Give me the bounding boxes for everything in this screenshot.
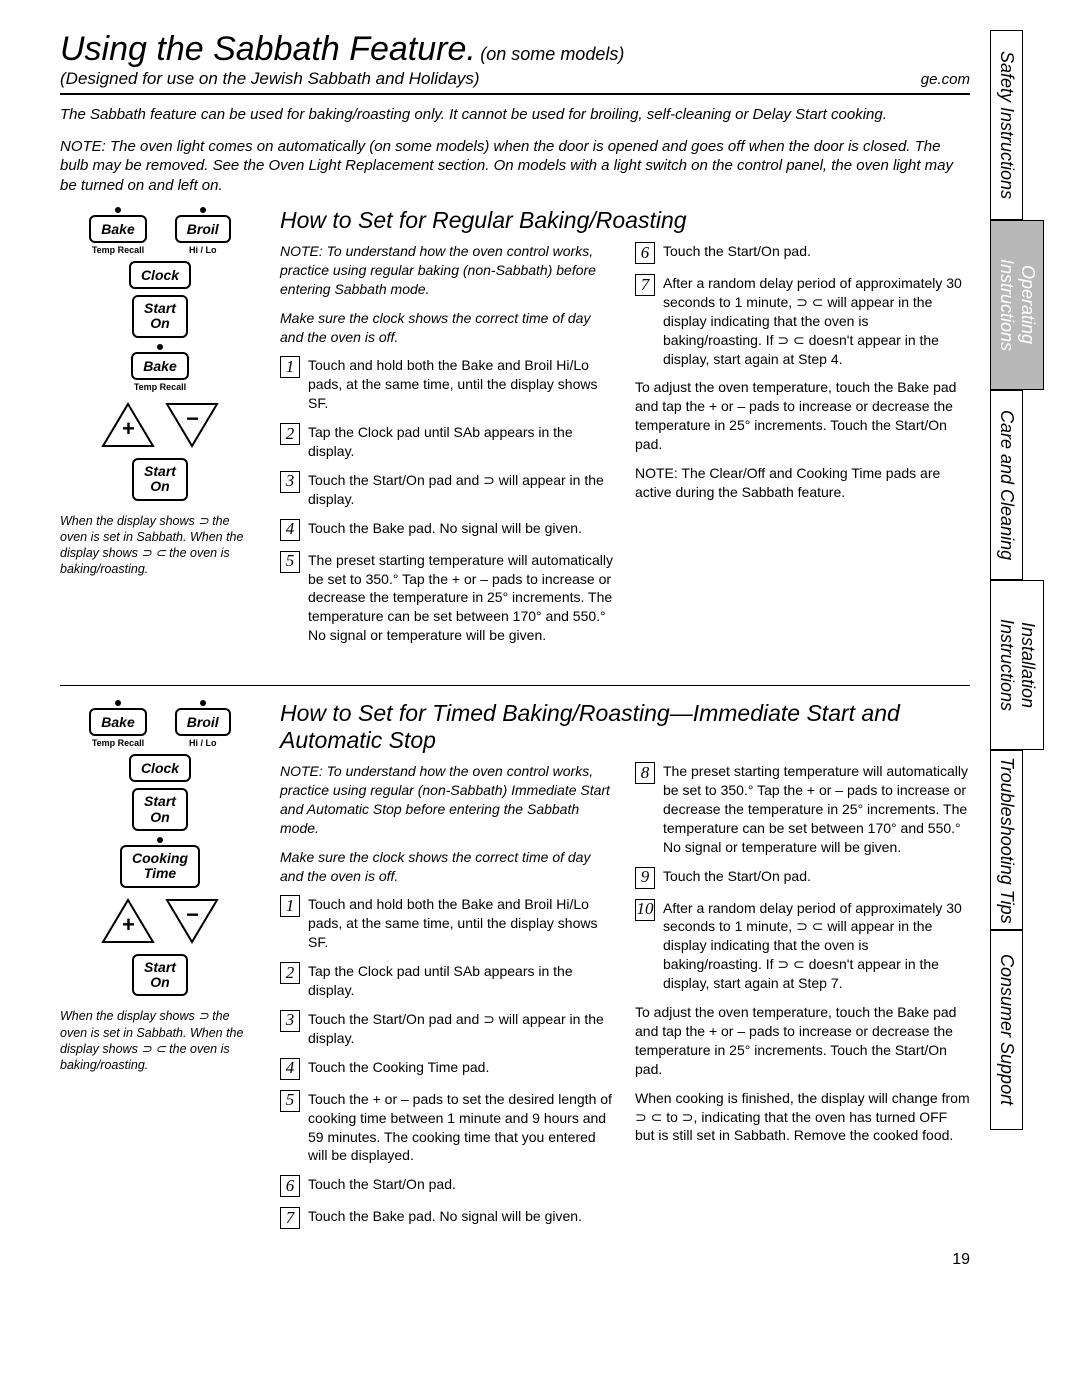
step: 2Tap the Clock pad until SAb appears in … bbox=[280, 962, 615, 1000]
diagram-caption-1: When the display shows ⊃ the oven is set… bbox=[60, 513, 260, 578]
cooking-time-button: CookingTime bbox=[120, 845, 200, 888]
broil-button: Broil bbox=[175, 708, 231, 736]
minus-pad: − bbox=[165, 402, 219, 448]
section1-extra1: To adjust the oven temperature, touch th… bbox=[635, 378, 970, 454]
step: 5The preset starting temperature will au… bbox=[280, 551, 615, 645]
section-timed: BakeTemp Recall BroilHi / Lo Clock Start… bbox=[60, 700, 970, 1239]
tab-operating: Operating Instructions bbox=[990, 220, 1044, 390]
control-panel-2: BakeTemp Recall BroilHi / Lo Clock Start… bbox=[60, 700, 260, 996]
indicator-dot bbox=[115, 207, 121, 213]
subtitle-row: (Designed for use on the Jewish Sabbath … bbox=[60, 69, 970, 95]
bake-button: Bake bbox=[89, 708, 146, 736]
tab-care: Care and Cleaning bbox=[990, 390, 1023, 580]
intro-p2: NOTE: The oven light comes on automatica… bbox=[60, 137, 970, 196]
start-on-button: StartOn bbox=[132, 788, 188, 831]
section1-note2: Make sure the clock shows the correct ti… bbox=[280, 309, 615, 347]
intro-block: The Sabbath feature can be used for baki… bbox=[60, 105, 970, 195]
section2-extra1: To adjust the oven temperature, touch th… bbox=[635, 1003, 970, 1079]
start-on-button: StartOn bbox=[132, 458, 188, 501]
step: 10After a random delay period of approxi… bbox=[635, 899, 970, 993]
sidebar-tabs: Safety Instructions Operating Instructio… bbox=[990, 30, 1060, 1130]
step: 3Touch the Start/On pad and ⊃ will appea… bbox=[280, 471, 615, 509]
section2-note1: NOTE: To understand how the oven control… bbox=[280, 762, 615, 838]
minus-pad: − bbox=[165, 898, 219, 944]
tab-troubleshooting: Troubleshooting Tips bbox=[990, 750, 1023, 930]
section1-note1: NOTE: To understand how the oven control… bbox=[280, 242, 615, 299]
step: 6Touch the Start/On pad. bbox=[635, 242, 970, 264]
tab-consumer: Consumer Support bbox=[990, 930, 1023, 1130]
bake-button: Bake bbox=[131, 352, 188, 380]
step-num: 1 bbox=[280, 356, 300, 378]
step: 1Touch and hold both the Bake and Broil … bbox=[280, 895, 615, 952]
step: 3Touch the Start/On pad and ⊃ will appea… bbox=[280, 1010, 615, 1048]
tab-safety: Safety Instructions bbox=[990, 30, 1023, 220]
start-on-button: StartOn bbox=[132, 295, 188, 338]
step: 9Touch the Start/On pad. bbox=[635, 867, 970, 889]
step: 5Touch the + or – pads to set the desire… bbox=[280, 1090, 615, 1166]
clock-button: Clock bbox=[129, 754, 191, 782]
broil-button: Broil bbox=[175, 215, 231, 243]
section2-extra2: When cooking is finished, the display wi… bbox=[635, 1089, 970, 1146]
step: 4Touch the Bake pad. No signal will be g… bbox=[280, 519, 615, 541]
step: 6Touch the Start/On pad. bbox=[280, 1175, 615, 1197]
step: 1Touch and hold both the Bake and Broil … bbox=[280, 356, 615, 413]
control-panel-1: BakeTemp Recall BroilHi / Lo Clock Start… bbox=[60, 207, 260, 501]
section-regular: BakeTemp Recall BroilHi / Lo Clock Start… bbox=[60, 207, 970, 655]
section2-heading: How to Set for Timed Baking/Roasting—Imm… bbox=[280, 700, 970, 754]
step: 4Touch the Cooking Time pad. bbox=[280, 1058, 615, 1080]
step: 8The preset starting temperature will au… bbox=[635, 762, 970, 856]
plus-pad: + bbox=[101, 898, 155, 944]
section1-extra2: NOTE: The Clear/Off and Cooking Time pad… bbox=[635, 464, 970, 502]
page-title: Using the Sabbath Feature. (on some mode… bbox=[60, 30, 970, 69]
step: 7Touch the Bake pad. No signal will be g… bbox=[280, 1207, 615, 1229]
step: 7After a random delay period of approxim… bbox=[635, 274, 970, 368]
start-on-button: StartOn bbox=[132, 954, 188, 997]
section1-heading: How to Set for Regular Baking/Roasting bbox=[280, 207, 970, 234]
bake-button: Bake bbox=[89, 215, 146, 243]
section-divider bbox=[60, 685, 970, 686]
clock-button: Clock bbox=[129, 261, 191, 289]
plus-pad: + bbox=[101, 402, 155, 448]
subtitle-left: (Designed for use on the Jewish Sabbath … bbox=[60, 69, 480, 89]
indicator-dot bbox=[200, 207, 206, 213]
tab-installation: Installation Instructions bbox=[990, 580, 1044, 750]
intro-p1: The Sabbath feature can be used for baki… bbox=[60, 105, 970, 125]
step: 2Tap the Clock pad until SAb appears in … bbox=[280, 423, 615, 461]
site-url: ge.com bbox=[921, 71, 970, 88]
section2-note2: Make sure the clock shows the correct ti… bbox=[280, 848, 615, 886]
page-number: 19 bbox=[952, 1251, 970, 1269]
diagram-caption-2: When the display shows ⊃ the oven is set… bbox=[60, 1008, 260, 1073]
